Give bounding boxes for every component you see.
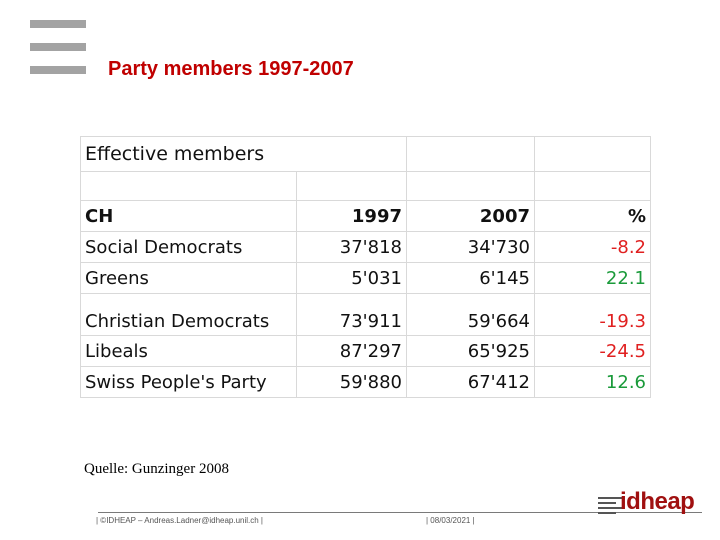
table-row: Libeals 87'297 65'925 -24.5 [80,335,651,367]
table-row: Christian Democrats 73'911 59'664 -19.3 [80,293,651,336]
bar [30,20,86,28]
logo-lines-icon [598,497,622,517]
column-header-row: CH 1997 2007 % [80,200,651,232]
decorative-bars [30,20,86,74]
percent-change: -8.2 [534,231,651,263]
percent-change: -24.5 [534,335,651,367]
members-1997: 73'911 [296,293,407,336]
table-cell [406,136,535,172]
column-header-2007: 2007 [406,200,535,232]
percent-change: 12.6 [534,366,651,398]
source-note: Quelle: Gunzinger 2008 [84,461,229,477]
table-cell [534,136,651,172]
table-row: Swiss People's Party 59'880 67'412 12.6 [80,366,651,398]
party-name: Swiss People's Party [80,366,297,398]
party-name: Social Democrats [80,231,297,263]
members-1997: 37'818 [296,231,407,263]
party-name: Christian Democrats [80,293,297,336]
table-row: Social Democrats 37'818 34'730 -8.2 [80,231,651,263]
party-name: Libeals [80,335,297,367]
column-header-1997: 1997 [296,200,407,232]
bar [30,43,86,51]
footer-date: | 08/03/2021 | [426,516,475,525]
members-2007: 65'925 [406,335,535,367]
table-header-row: Effective members [80,136,651,172]
slide-title: Party members 1997-2007 [108,58,354,80]
table-row: Greens 5'031 6'145 22.1 [80,262,651,294]
column-header-region: CH [80,200,297,232]
members-2007: 67'412 [406,366,535,398]
party-name: Greens [80,262,297,294]
column-header-percent: % [534,200,651,232]
members-1997: 87'297 [296,335,407,367]
members-1997: 5'031 [296,262,407,294]
percent-change: -19.3 [534,293,651,336]
members-1997: 59'880 [296,366,407,398]
table-cell [534,171,651,201]
members-2007: 6'145 [406,262,535,294]
footer-divider [98,512,702,513]
members-table: Effective members CH 1997 2007 % Social … [80,136,651,398]
table-cell [80,171,297,201]
table-blank-row [80,171,651,201]
table-cell [406,171,535,201]
members-2007: 34'730 [406,231,535,263]
members-2007: 59'664 [406,293,535,336]
bar [30,66,86,74]
table-cell [296,171,407,201]
percent-change: 22.1 [534,262,651,294]
logo-text: idheap [620,488,695,515]
table-heading: Effective members [80,136,407,172]
footer-copyright: | ©IDHEAP – Andreas.Ladner@idheap.unil.c… [96,516,264,525]
